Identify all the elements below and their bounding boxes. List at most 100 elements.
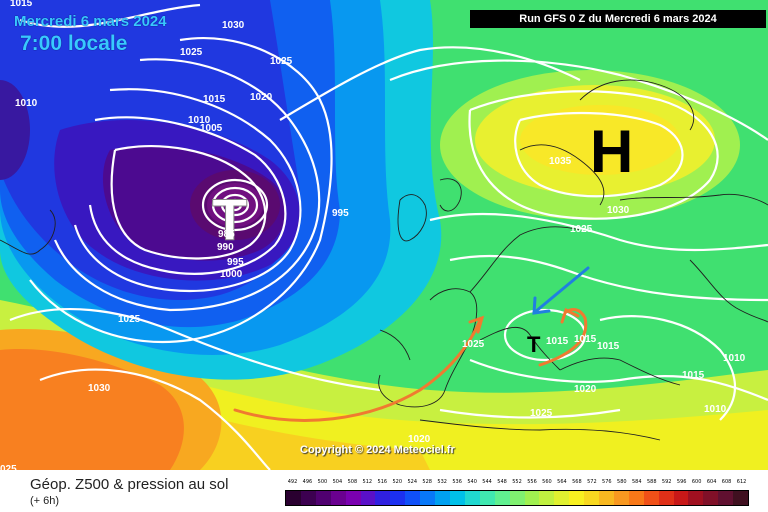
scale-swatch [628, 491, 644, 505]
color-scale-labels: 492 496 500 504 508 512 516 520 524 528 532 536 540 5… [285, 479, 749, 489]
scale-label: 552 [512, 479, 522, 485]
pressure-label: 995 [332, 208, 349, 219]
scale-swatch [733, 491, 749, 505]
scale-label: 612 [736, 479, 747, 485]
scale-label: 564 [557, 479, 567, 485]
scale-swatch [375, 491, 391, 505]
scale-swatch [554, 491, 570, 505]
scale-swatch [688, 491, 704, 505]
copyright-notice: Copyright © 2024 Meteociel.fr [300, 444, 455, 456]
footer-title: Géop. Z500 & pression au sol [30, 476, 229, 493]
pressure-label: 1015 [574, 334, 597, 345]
pressure-label: 1020 [250, 92, 273, 103]
pressure-label: 1010 [704, 404, 727, 415]
model-run-info: Run GFS 0 Z du Mercredi 6 mars 2024 [470, 10, 766, 28]
pressure-label: 1035 [549, 156, 572, 167]
scale-label: 568 [572, 479, 582, 485]
pressure-label: 1030 [222, 20, 245, 31]
scale-swatch [718, 491, 734, 505]
scale-swatch [584, 491, 600, 505]
pressure-label: 995 [227, 257, 244, 268]
scale-swatch [449, 491, 465, 505]
scale-label: 556 [527, 479, 537, 485]
scale-label: 584 [631, 479, 642, 485]
forecast-time: 7:00 locale [20, 32, 128, 55]
scale-swatch [435, 491, 450, 505]
scale-label: 512 [362, 479, 373, 485]
scale-label: 588 [646, 479, 657, 485]
scale-swatch [390, 491, 406, 505]
scale-label: 576 [602, 479, 612, 485]
pressure-label: 1025 [530, 408, 553, 419]
flow-arrows [233, 266, 590, 422]
scale-label: 560 [542, 479, 552, 485]
footer-subtitle: (+ 6h) [30, 495, 60, 507]
pressure-label: 1010 [15, 98, 38, 109]
scale-label: 592 [661, 479, 672, 485]
pressure-label: 1015 [203, 94, 226, 105]
scale-label: 600 [691, 479, 702, 485]
pressure-label: 1015 [682, 370, 705, 381]
pressure-label: 1025 [570, 224, 593, 235]
scale-label: 536 [452, 479, 462, 485]
scale-swatch [569, 491, 585, 505]
scale-label: 496 [302, 479, 313, 485]
scale-swatch [658, 491, 674, 505]
color-scale-bar [285, 490, 749, 506]
coastlines [0, 79, 768, 441]
pressure-label: 1020 [408, 434, 431, 445]
scale-label: 580 [617, 479, 627, 485]
pressure-label: 1030 [607, 205, 630, 216]
pressure-label: 025 [0, 464, 17, 470]
scale-swatch [524, 491, 540, 505]
scale-label: 524 [407, 479, 417, 485]
pressure-label: 1015 [546, 336, 569, 347]
scale-swatch [286, 491, 301, 505]
scale-swatch [599, 491, 614, 505]
pressure-label: 1010 [188, 115, 211, 126]
scale-label: 604 [706, 479, 717, 485]
scale-swatch [345, 491, 361, 505]
scale-swatch [360, 491, 376, 505]
pressure-label: 1025 [118, 314, 141, 325]
pressure-label: 1020 [574, 384, 597, 395]
pressure-label: 1015 [10, 0, 33, 9]
pressure-label: 1025 [462, 339, 485, 350]
scale-swatch [673, 491, 689, 505]
pressure-label: 1005 [200, 123, 223, 134]
scale-swatch [703, 491, 719, 505]
scale-label: 540 [467, 479, 477, 485]
weather-map: T H T 1015103010251025102010151010100510… [0, 0, 768, 470]
scale-label: 516 [377, 479, 388, 485]
pressure-label: 985 [218, 229, 235, 240]
scale-swatch [405, 491, 421, 505]
scale-label: 572 [587, 479, 597, 485]
scale-swatch [420, 491, 436, 505]
scale-label: 500 [317, 479, 328, 485]
scale-label: 508 [347, 479, 358, 485]
pressure-label: 1030 [88, 383, 111, 394]
scale-swatch [464, 491, 480, 505]
high-scandinavia-symbol: H [590, 118, 633, 185]
low-mediterranean-symbol: T [527, 332, 541, 357]
scale-swatch [539, 491, 555, 505]
pressure-labels: 1015103010251025102010151010100510109959… [0, 0, 746, 470]
pressure-label: 1025 [270, 56, 293, 67]
scale-swatch [509, 491, 525, 505]
scale-label: 492 [287, 479, 298, 485]
isobars [9, 3, 768, 470]
scale-label: 504 [332, 479, 343, 485]
pressure-label: 1025 [180, 47, 203, 58]
scale-label: 608 [721, 479, 732, 485]
scale-label: 596 [676, 479, 687, 485]
pressure-label: 1010 [723, 353, 746, 364]
scale-swatch [330, 491, 346, 505]
low-atlantic-symbol: T [212, 188, 247, 253]
scale-label: 528 [422, 479, 432, 485]
pressure-label: 1000 [220, 269, 243, 280]
pressure-label: 990 [217, 242, 234, 253]
forecast-date: Mercredi 6 mars 2024 [14, 13, 167, 30]
pressure-label: 1015 [597, 341, 620, 352]
scale-swatch [479, 491, 495, 505]
scale-label: 544 [482, 479, 492, 485]
